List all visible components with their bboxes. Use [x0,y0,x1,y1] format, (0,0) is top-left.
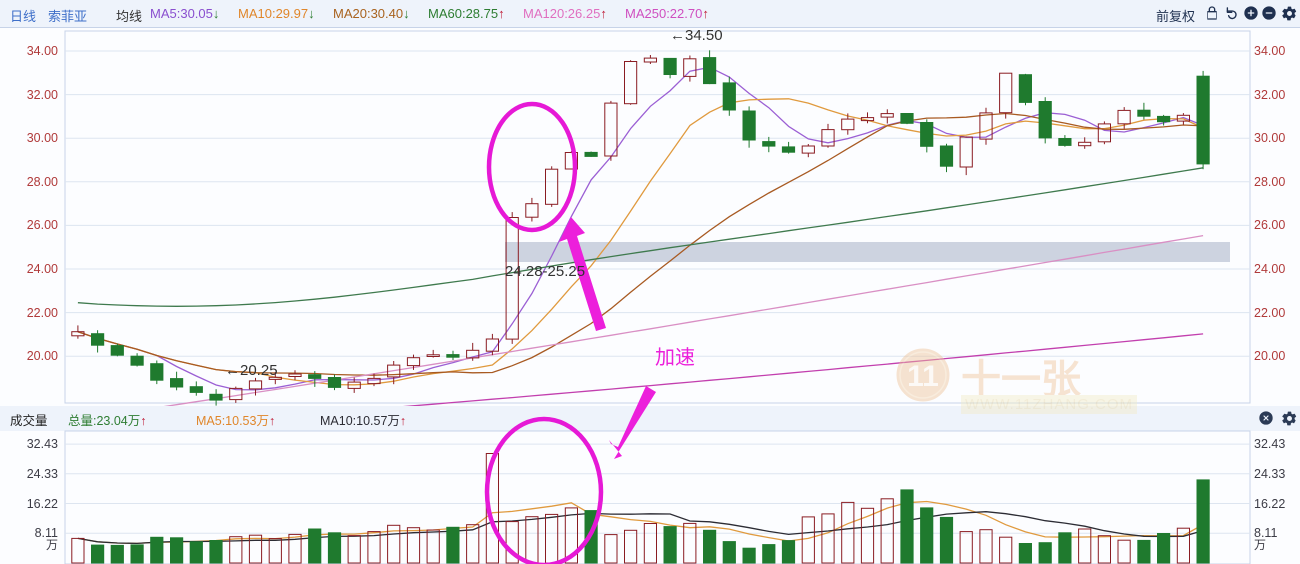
svg-text:11: 11 [907,360,939,393]
